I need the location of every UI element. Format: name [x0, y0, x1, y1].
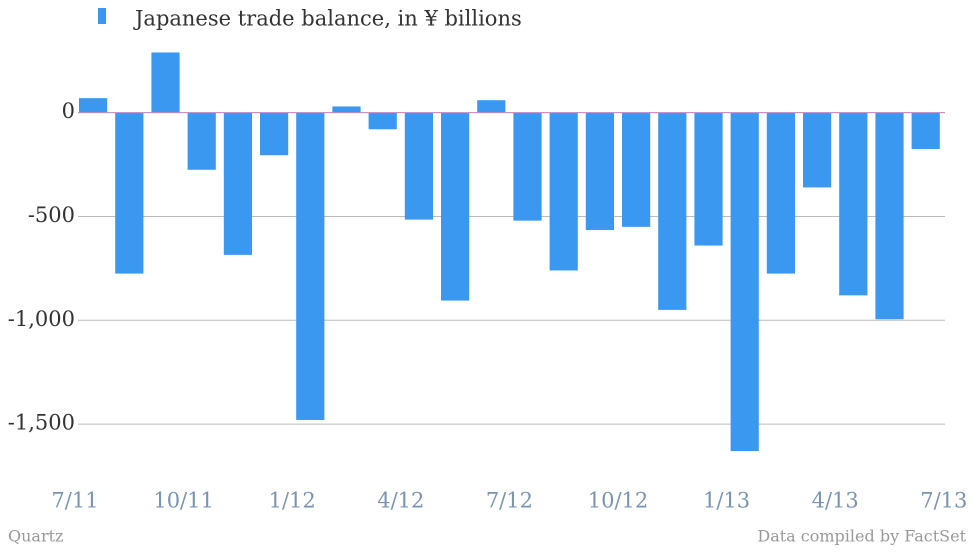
x-tick-label: 4/12 — [377, 489, 424, 513]
source-left: Quartz — [8, 527, 63, 546]
bar — [911, 112, 940, 149]
bar — [441, 112, 470, 301]
bar — [404, 112, 433, 220]
y-tick-label: -1,000 — [8, 307, 75, 331]
y-tick-label: -1,500 — [8, 411, 75, 435]
x-tick-label: 7/12 — [486, 489, 533, 513]
legend-swatch — [98, 8, 106, 24]
bar — [694, 112, 723, 246]
x-tick-label: 10/12 — [588, 489, 649, 513]
bar — [477, 100, 506, 113]
x-tick-label: 4/13 — [812, 489, 859, 513]
bar — [766, 112, 795, 274]
bar — [875, 112, 904, 320]
bar — [513, 112, 542, 221]
bar — [296, 112, 325, 420]
legend-title: Japanese trade balance, in ¥ billions — [133, 7, 522, 31]
x-tick-label: 7/13 — [920, 489, 967, 513]
bar — [79, 98, 108, 113]
bar — [839, 112, 868, 296]
bar — [332, 106, 361, 113]
bar — [223, 112, 252, 255]
bar — [368, 112, 397, 130]
bar — [622, 112, 651, 227]
bar — [730, 112, 759, 452]
bar — [187, 112, 216, 170]
y-tick-label: -500 — [28, 203, 75, 227]
bar — [585, 112, 614, 230]
x-tick-label: 7/11 — [51, 489, 98, 513]
x-tick-label: 10/11 — [153, 489, 214, 513]
bar — [658, 112, 687, 310]
bar — [151, 52, 180, 113]
x-tick-label: 1/13 — [703, 489, 750, 513]
bar — [803, 112, 832, 188]
bar — [260, 112, 289, 156]
x-tick-label: 1/12 — [269, 489, 316, 513]
bar — [115, 112, 144, 274]
bar — [549, 112, 578, 271]
source-right: Data compiled by FactSet — [757, 527, 966, 546]
y-tick-label: 0 — [62, 99, 75, 123]
